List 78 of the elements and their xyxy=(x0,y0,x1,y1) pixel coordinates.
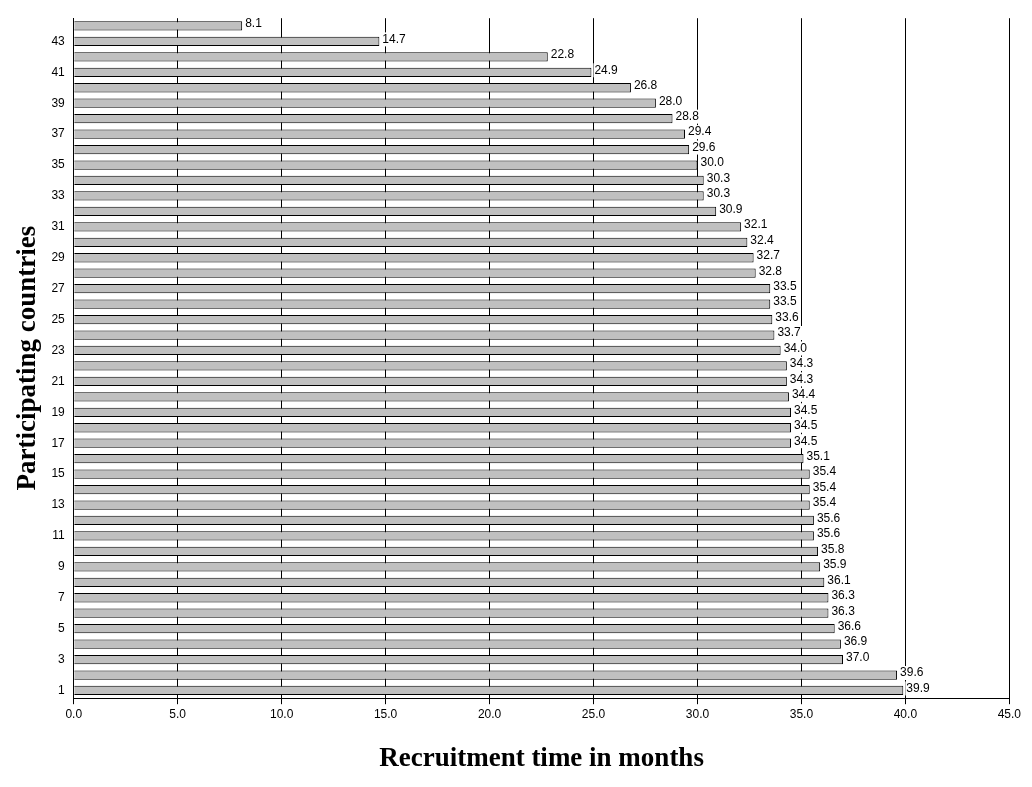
data-label: 34.4 xyxy=(791,387,816,402)
y-tick-label: 27 xyxy=(51,280,66,295)
y-tick-label: 37 xyxy=(51,126,66,141)
data-label: 33.5 xyxy=(773,294,797,309)
y-tick-label: 7 xyxy=(58,590,66,605)
x-tick-label: 0.0 xyxy=(65,706,83,721)
data-label: 30.3 xyxy=(706,170,731,185)
y-tick-label: 25 xyxy=(51,311,66,326)
x-tick-label: 30.0 xyxy=(685,706,710,721)
data-label: 30.9 xyxy=(719,201,743,216)
data-label: 35.4 xyxy=(812,479,837,494)
data-label: 28.0 xyxy=(658,93,683,108)
data-label: 34.3 xyxy=(789,371,814,386)
data-label: 32.1 xyxy=(744,217,768,232)
data-label: 35.6 xyxy=(816,510,841,525)
x-tick-label: 35.0 xyxy=(789,706,814,721)
y-tick-label: 43 xyxy=(51,33,66,48)
data-label: 35.4 xyxy=(812,464,837,479)
y-tick-label: 35 xyxy=(51,157,66,172)
data-label: 37.0 xyxy=(846,649,870,664)
y-tick-label: 19 xyxy=(51,404,66,419)
data-label: 32.7 xyxy=(756,248,781,263)
y-tick-label: 11 xyxy=(52,528,66,543)
y-axis-title: Participating countries xyxy=(11,225,42,491)
data-label: 36.3 xyxy=(831,603,856,618)
data-label: 34.5 xyxy=(794,418,818,433)
data-label: 36.6 xyxy=(837,618,862,633)
y-tick-label: 5 xyxy=(58,620,66,635)
x-tick-label: 5.0 xyxy=(169,706,187,721)
data-label: 29.4 xyxy=(687,124,712,139)
data-label: 35.8 xyxy=(821,541,845,556)
data-label: 35.6 xyxy=(816,526,841,541)
data-label: 35.4 xyxy=(812,495,837,510)
data-label: 33.6 xyxy=(775,309,799,324)
x-tick-label: 40.0 xyxy=(893,706,918,721)
y-tick-label: 41 xyxy=(51,64,66,79)
data-label: 34.3 xyxy=(789,356,814,371)
data-label: 39.6 xyxy=(900,665,924,680)
x-tick-label: 45.0 xyxy=(997,706,1022,721)
y-tick-label: 31 xyxy=(51,219,66,234)
y-tick-label: 17 xyxy=(51,435,66,450)
y-tick-label: 13 xyxy=(51,497,66,512)
data-label: 33.7 xyxy=(777,325,802,340)
data-label: 36.9 xyxy=(843,634,868,649)
data-label: 39.9 xyxy=(906,680,930,695)
y-tick-label: 33 xyxy=(51,188,66,203)
data-label: 30.0 xyxy=(700,155,725,170)
y-tick-label: 29 xyxy=(51,250,66,265)
data-label: 32.4 xyxy=(750,232,775,247)
y-tick-label: 1 xyxy=(58,682,66,697)
data-label: 36.1 xyxy=(827,572,851,587)
x-tick-label: 10.0 xyxy=(269,706,294,721)
data-label: 35.1 xyxy=(806,448,831,463)
data-label: 34.0 xyxy=(783,340,808,355)
data-label: 28.8 xyxy=(675,108,700,123)
data-label: 32.8 xyxy=(758,263,783,278)
data-label: 33.5 xyxy=(773,278,797,293)
data-label: 36.3 xyxy=(831,588,856,603)
data-label: 26.8 xyxy=(633,78,658,93)
x-tick-label: 15.0 xyxy=(373,706,398,721)
y-tick-label: 23 xyxy=(51,342,66,357)
data-label: 22.8 xyxy=(550,47,575,62)
y-tick-label: 15 xyxy=(51,466,66,481)
x-tick-label: 25.0 xyxy=(581,706,606,721)
data-label: 35.9 xyxy=(823,557,847,572)
y-tick-label: 9 xyxy=(58,559,66,574)
y-tick-label: 3 xyxy=(58,651,66,666)
data-label: 29.6 xyxy=(692,139,716,154)
data-label: 34.5 xyxy=(794,433,818,448)
data-label: 34.5 xyxy=(794,402,818,417)
data-label: 30.3 xyxy=(706,186,731,201)
data-label: 24.9 xyxy=(594,62,619,77)
y-tick-label: 21 xyxy=(51,373,66,388)
y-tick-label: 39 xyxy=(51,95,66,110)
data-label: 8.1 xyxy=(245,16,263,31)
x-tick-label: 20.0 xyxy=(477,706,502,721)
data-label: 14.7 xyxy=(382,31,407,46)
x-axis-title: Recruitment time in months xyxy=(379,741,704,772)
